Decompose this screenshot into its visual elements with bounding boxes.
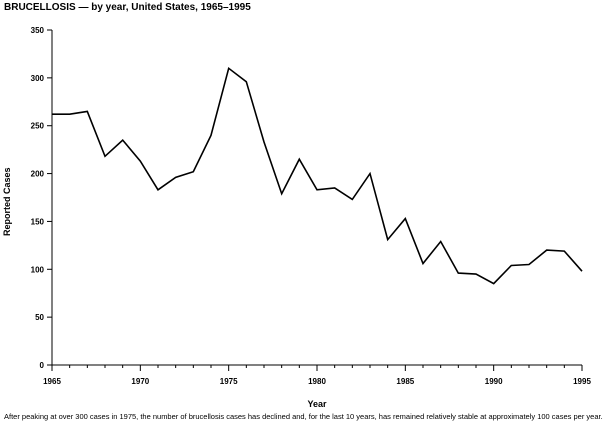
y-tick-label: 100 bbox=[31, 265, 45, 274]
y-tick-label: 350 bbox=[31, 26, 45, 35]
chart-title: BRUCELLOSIS — by year, United States, 19… bbox=[4, 2, 251, 13]
x-tick-label: 1985 bbox=[396, 377, 414, 386]
x-tick-label: 1975 bbox=[220, 377, 238, 386]
y-tick-label: 50 bbox=[35, 313, 44, 322]
x-tick-label: 1980 bbox=[308, 377, 326, 386]
x-tick-label: 1995 bbox=[573, 377, 591, 386]
y-axis-label: Reported Cases bbox=[2, 167, 12, 236]
y-tick-label: 250 bbox=[31, 122, 45, 131]
y-tick-label: 200 bbox=[31, 170, 45, 179]
x-tick-label: 1970 bbox=[131, 377, 149, 386]
footnote: After peaking at over 300 cases in 1975,… bbox=[4, 412, 603, 421]
x-axis-ticks: 1965 1970 1975 1980 1985 1990 1995 bbox=[43, 365, 591, 386]
x-axis-label: Year bbox=[307, 399, 327, 409]
x-tick-label: 1990 bbox=[485, 377, 503, 386]
x-tick-label: 1965 bbox=[43, 377, 61, 386]
y-tick-label: 300 bbox=[31, 74, 45, 83]
series-line bbox=[52, 66, 583, 285]
y-axis-ticks: 0 50 100 150 200 250 300 350 bbox=[31, 26, 52, 370]
y-tick-label: 0 bbox=[40, 361, 45, 370]
y-tick-label: 150 bbox=[31, 217, 45, 226]
